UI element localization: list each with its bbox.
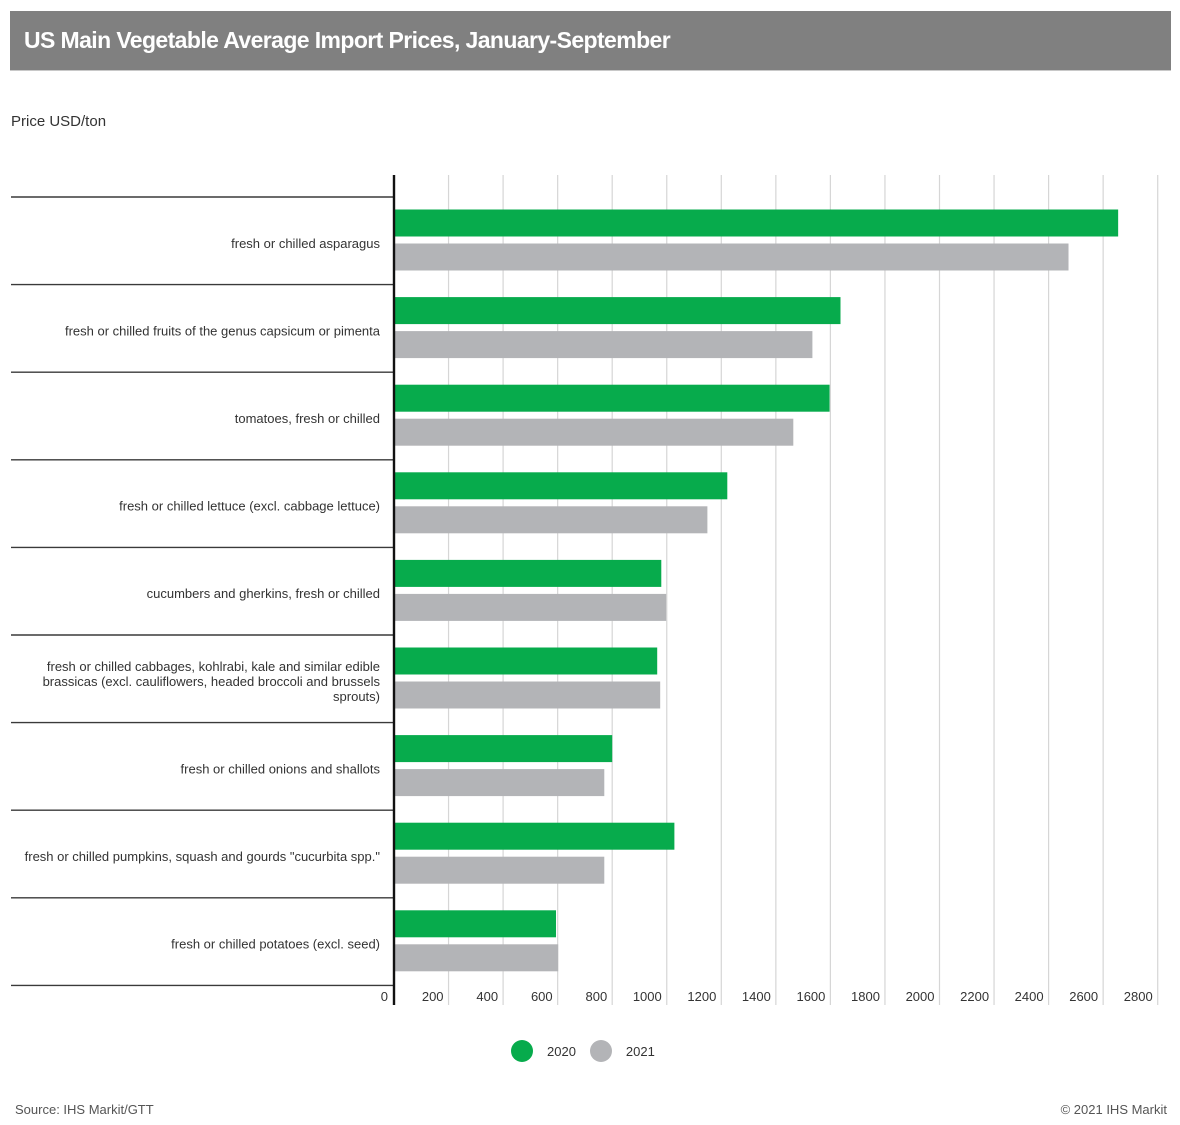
bar-2020-6: [395, 647, 658, 675]
legend-label-2021: 2021: [625, 1043, 655, 1059]
category-label-5: cucumbers and gherkins, fresh or chilled: [147, 586, 380, 601]
bar-2021-6: [395, 681, 661, 709]
bar-2021-5: [395, 593, 667, 621]
bar-2021-8: [395, 856, 605, 884]
title-bar: US Main Vegetable Average Import Prices,…: [10, 11, 1171, 71]
bar-2021-4: [395, 506, 708, 534]
category-label-6: fresh or chilled cabbages, kohlrabi, kal…: [47, 659, 380, 674]
bar-2020-2: [395, 297, 841, 325]
bar-2020-3: [395, 384, 830, 412]
category-label-2: fresh or chilled fruits of the genus cap…: [65, 323, 381, 338]
x-tick-label-1600: 1600: [796, 989, 825, 1004]
x-tick-label-2000: 2000: [906, 989, 935, 1004]
bar-2020-5: [395, 559, 662, 587]
category-label-6: sprouts): [333, 689, 380, 704]
legend-marker-2021-icon: [589, 1040, 612, 1062]
x-tick-label-400: 400: [476, 989, 498, 1004]
x-tick-label-1000: 1000: [633, 989, 662, 1004]
x-tick-label-2400: 2400: [1015, 989, 1044, 1004]
legend-marker-2020-icon: [511, 1040, 533, 1062]
bar-2020-1: [395, 209, 1119, 237]
bar-2021-7: [395, 769, 605, 797]
category-label-4: fresh or chilled lettuce (excl. cabbage …: [119, 499, 380, 514]
bar-2021-1: [395, 243, 1069, 271]
x-tick-label-800: 800: [585, 989, 607, 1004]
x-tick-label-200: 200: [422, 989, 444, 1004]
bar-2020-8: [395, 822, 675, 850]
category-label-6: brassicas (excl. cauliflowers, headed br…: [43, 674, 381, 689]
chart-title: US Main Vegetable Average Import Prices,…: [24, 27, 671, 53]
legend-label-2020: 2020: [547, 1043, 576, 1059]
x-tick-label-1400: 1400: [742, 989, 771, 1004]
legend-item-2021: 2021: [589, 1040, 655, 1062]
category-label-9: fresh or chilled potatoes (excl. seed): [171, 937, 380, 952]
category-label-8: fresh or chilled pumpkins, squash and go…: [25, 849, 381, 864]
legend: 2020 2021: [511, 1039, 669, 1063]
x-tick-label-2800: 2800: [1124, 989, 1153, 1004]
x-tick-label-600: 600: [531, 989, 553, 1004]
bar-2021-2: [395, 331, 813, 359]
x-tick-label-1200: 1200: [687, 989, 716, 1004]
bar-2020-4: [395, 472, 728, 500]
bar-2021-3: [395, 418, 794, 446]
x-tick-label-2600: 2600: [1069, 989, 1098, 1004]
x-tick-label-2200: 2200: [960, 989, 989, 1004]
x-tick-label-1800: 1800: [851, 989, 880, 1004]
bar-2020-7: [395, 735, 613, 763]
bar-2021-9: [395, 944, 559, 972]
bar-2020-9: [395, 910, 557, 938]
legend-item-2020: 2020: [511, 1040, 576, 1062]
x-tick-label-0: 0: [381, 989, 388, 1004]
source-note: Source: IHS Markit/GTT: [15, 1102, 154, 1117]
y-unit-label: Price USD/ton: [11, 113, 107, 130]
category-label-3: tomatoes, fresh or chilled: [235, 411, 380, 426]
copyright-note: © 2021 IHS Markit: [1060, 1102, 1167, 1117]
bar-chart: fresh or chilled asparagus fresh or chill…: [11, 175, 1159, 1005]
category-label-7: fresh or chilled onions and shallots: [181, 761, 381, 776]
category-label-1: fresh or chilled asparagus: [231, 236, 380, 251]
